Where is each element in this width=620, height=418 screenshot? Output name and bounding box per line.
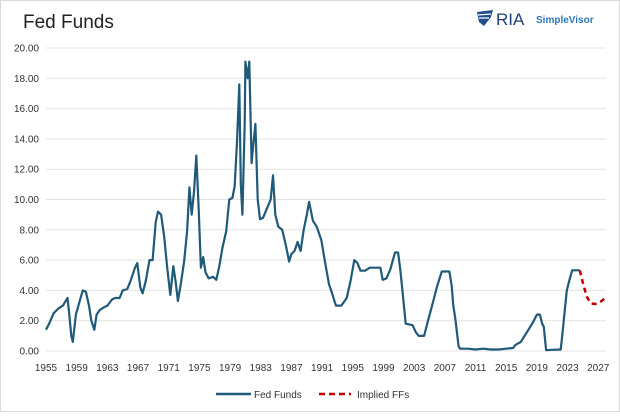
y-tick-label: 6.00 xyxy=(20,256,40,267)
legend: Fed Funds Implied FFs xyxy=(216,390,409,401)
y-tick-label: 12.00 xyxy=(14,165,39,176)
logo: RIA SimpleVisor xyxy=(477,10,594,29)
x-tick-label: 1995 xyxy=(342,363,365,374)
x-tick-label: 1955 xyxy=(35,363,58,374)
x-tick-label: 1975 xyxy=(188,363,211,374)
legend-implied-label: Implied FFs xyxy=(357,390,409,401)
x-tick-label: 2027 xyxy=(587,363,610,374)
x-tick-label: 1967 xyxy=(127,363,150,374)
legend-fed-funds-label: Fed Funds xyxy=(254,390,302,401)
x-tick-label: 2003 xyxy=(403,363,426,374)
y-tick-label: 8.00 xyxy=(20,225,40,236)
x-tick-label: 1979 xyxy=(219,363,242,374)
ria-shield-stripe xyxy=(477,13,492,19)
x-tick-label: 2011 xyxy=(465,363,487,374)
logo-brand: RIA xyxy=(496,10,525,29)
x-tick-label: 1963 xyxy=(96,363,119,374)
x-axis-ticks: 1955 1959 1963 1967 1971 1975 1979 1983 1987 1991… xyxy=(35,363,610,374)
y-tick-label: 10.00 xyxy=(14,195,39,206)
y-tick-label: 18.00 xyxy=(14,74,39,85)
x-tick-label: 1983 xyxy=(250,363,273,374)
fed-funds-line xyxy=(45,60,580,352)
y-tick-label: 4.00 xyxy=(20,286,40,297)
y-axis-ticks: 0.00 2.00 4.00 6.00 8.00 10.00 12.00 14.00 16.00… xyxy=(14,44,39,358)
x-tick-label: 2019 xyxy=(526,363,549,374)
x-tick-label: 2007 xyxy=(434,363,457,374)
x-tick-label: 1971 xyxy=(158,363,181,374)
logo-product: SimpleVisor xyxy=(536,15,594,26)
x-tick-label: 1959 xyxy=(66,363,89,374)
x-tick-label: 2023 xyxy=(556,363,579,374)
y-tick-label: 20.00 xyxy=(14,44,39,55)
chart-title: Fed Funds xyxy=(23,12,114,33)
gridlines xyxy=(46,47,606,352)
x-tick-label: 1987 xyxy=(280,363,303,374)
x-tick-label: 2015 xyxy=(495,363,518,374)
implied-ffs-line xyxy=(578,269,606,306)
series-lines xyxy=(45,60,606,352)
y-tick-label: 16.00 xyxy=(14,104,39,115)
y-tick-label: 2.00 xyxy=(20,316,40,327)
y-tick-label: 0.00 xyxy=(20,347,40,358)
y-tick-label: 14.00 xyxy=(14,134,39,145)
x-tick-label: 1999 xyxy=(372,363,395,374)
x-tick-label: 1991 xyxy=(311,363,334,374)
